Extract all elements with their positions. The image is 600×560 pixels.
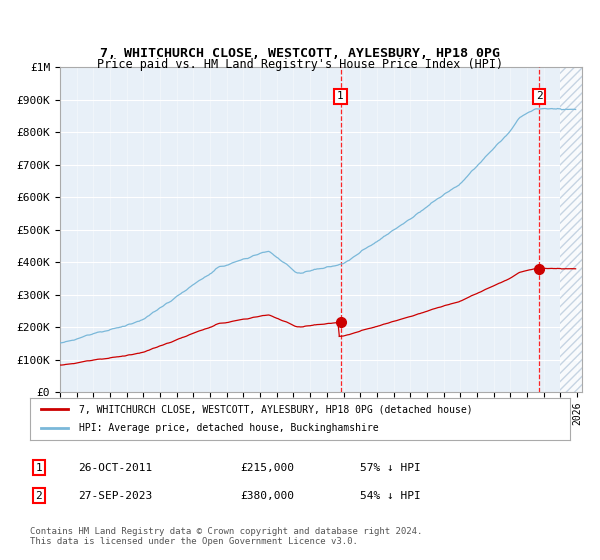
Text: 1: 1 xyxy=(35,463,43,473)
Text: £215,000: £215,000 xyxy=(240,463,294,473)
Text: 7, WHITCHURCH CLOSE, WESTCOTT, AYLESBURY, HP18 0PG: 7, WHITCHURCH CLOSE, WESTCOTT, AYLESBURY… xyxy=(100,46,500,60)
Text: 27-SEP-2023: 27-SEP-2023 xyxy=(78,491,152,501)
Text: £380,000: £380,000 xyxy=(240,491,294,501)
Text: 1: 1 xyxy=(337,91,344,101)
Text: Price paid vs. HM Land Registry's House Price Index (HPI): Price paid vs. HM Land Registry's House … xyxy=(97,58,503,71)
Text: 57% ↓ HPI: 57% ↓ HPI xyxy=(360,463,421,473)
Text: 2: 2 xyxy=(35,491,43,501)
Text: 7, WHITCHURCH CLOSE, WESTCOTT, AYLESBURY, HP18 0PG (detached house): 7, WHITCHURCH CLOSE, WESTCOTT, AYLESBURY… xyxy=(79,404,472,414)
Text: 26-OCT-2011: 26-OCT-2011 xyxy=(78,463,152,473)
Text: HPI: Average price, detached house, Buckinghamshire: HPI: Average price, detached house, Buck… xyxy=(79,423,378,433)
Text: 2: 2 xyxy=(536,91,542,101)
Text: Contains HM Land Registry data © Crown copyright and database right 2024.
This d: Contains HM Land Registry data © Crown c… xyxy=(30,526,422,546)
Text: 54% ↓ HPI: 54% ↓ HPI xyxy=(360,491,421,501)
Bar xyxy=(560,67,586,392)
